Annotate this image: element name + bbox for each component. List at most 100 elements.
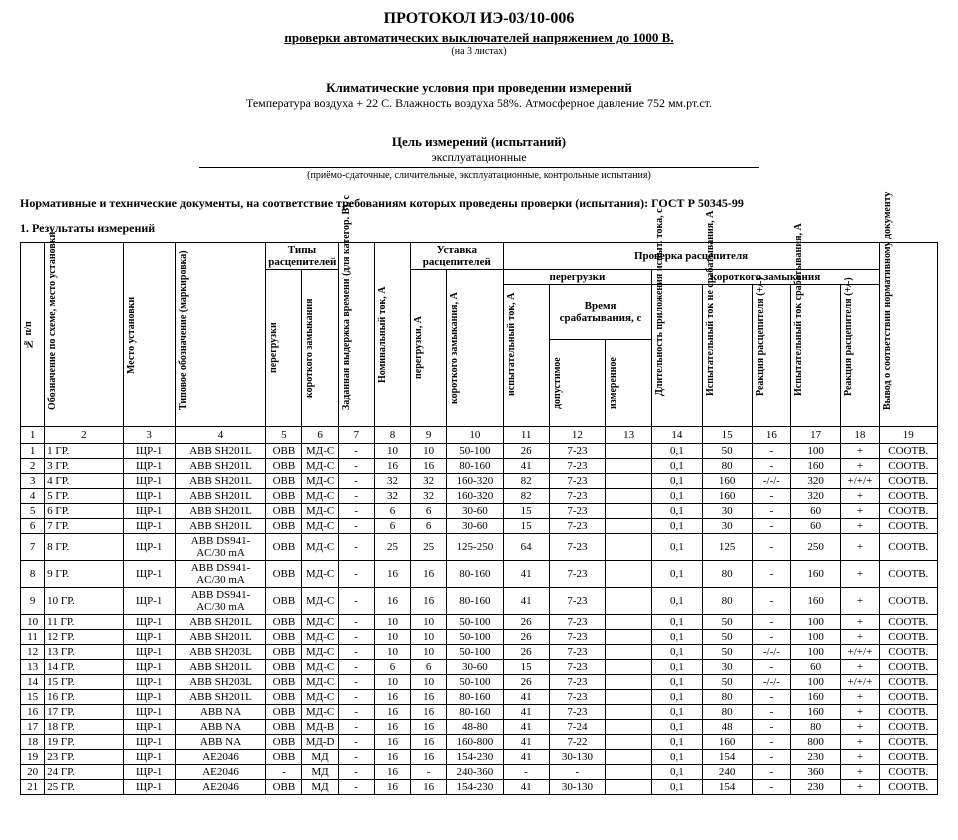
table-row: 34 ГР.ЩР-1АВВ SH201LОВВМД-С-3232160-3208… — [21, 474, 938, 489]
cell: 6 — [374, 504, 410, 519]
cell: 26 — [503, 444, 549, 459]
cell: 6 — [374, 519, 410, 534]
cell: - — [752, 750, 790, 765]
cell: 16 — [411, 690, 447, 705]
cell: 800 — [791, 735, 841, 750]
cell: 7-23 — [549, 675, 605, 690]
cell: 0,1 — [652, 474, 702, 489]
cell: 6 — [21, 519, 45, 534]
cell: 30-60 — [447, 660, 503, 675]
cell: 160 — [791, 561, 841, 588]
cell: 21 — [21, 780, 45, 795]
colnum: 5 — [266, 427, 302, 444]
cell: - — [752, 720, 790, 735]
cell: СООТВ. — [879, 675, 937, 690]
cell: ОВВ — [266, 660, 302, 675]
cell: АЕ2046 — [175, 765, 265, 780]
cell: 3 ГР. — [45, 459, 123, 474]
cell: 41 — [503, 588, 549, 615]
cell: - — [752, 519, 790, 534]
cell: 15 — [503, 660, 549, 675]
cell: 24 ГР. — [45, 765, 123, 780]
cell: МД-С — [302, 534, 338, 561]
cell: 19 — [21, 750, 45, 765]
th-13: измеренное — [608, 341, 619, 425]
cell: 15 — [503, 519, 549, 534]
cell: АВВ SH201L — [175, 660, 265, 675]
cell: 0,1 — [652, 660, 702, 675]
th-7: Заданная выдержка времени (для категор. … — [341, 258, 352, 412]
cell: АВВ SH203L — [175, 675, 265, 690]
cell: - — [338, 504, 374, 519]
table-row: 89 ГР.ЩР-1АВВ DS941-AC/30 mAОВВМД-С-1616… — [21, 561, 938, 588]
th-15: Испытательный ток не срабатывания, А — [705, 314, 716, 398]
cell: ОВВ — [266, 690, 302, 705]
th-4: Типовое обозначение (маркировка) — [178, 258, 189, 412]
cell: - — [752, 504, 790, 519]
cell: 25 — [411, 534, 447, 561]
cell: 16 — [374, 765, 410, 780]
th-9: перегрузки, А — [413, 271, 424, 425]
cell: - — [338, 519, 374, 534]
cell: 7-23 — [549, 660, 605, 675]
cell: 10 — [374, 444, 410, 459]
cell: 17 ГР. — [45, 705, 123, 720]
cell: АЕ2046 — [175, 750, 265, 765]
cell — [606, 459, 652, 474]
cell: + — [841, 561, 879, 588]
cell: + — [841, 765, 879, 780]
cell: 25 ГР. — [45, 780, 123, 795]
cell: 32 — [374, 489, 410, 504]
cell: СООТВ. — [879, 660, 937, 675]
cell: 0,1 — [652, 780, 702, 795]
cell: 9 — [21, 588, 45, 615]
cell: - — [411, 765, 447, 780]
cell: МД-С — [302, 459, 338, 474]
cell: - — [338, 720, 374, 735]
cell: + — [841, 780, 879, 795]
table-row: 1415 ГР.ЩР-1АВВ SH203LОВВМД-С-101050-100… — [21, 675, 938, 690]
cell: МД-С — [302, 519, 338, 534]
cell: 48 — [702, 720, 752, 735]
th-2: Обозначение по схеме, место установки — [47, 258, 58, 412]
cell: 6 ГР. — [45, 504, 123, 519]
cell — [606, 675, 652, 690]
cell: + — [841, 615, 879, 630]
colnum: 12 — [549, 427, 605, 444]
cell — [606, 444, 652, 459]
cell: 26 — [503, 615, 549, 630]
cell: - — [338, 534, 374, 561]
cell: 0,1 — [652, 750, 702, 765]
colnum: 1 — [21, 427, 45, 444]
cell: 16 — [411, 735, 447, 750]
cell: 41 — [503, 720, 549, 735]
cell: 160 — [791, 459, 841, 474]
cell: - — [338, 630, 374, 645]
cell: АВВ SH201L — [175, 630, 265, 645]
cell: 50-100 — [447, 630, 503, 645]
cell: 160-320 — [447, 474, 503, 489]
cell: 0,1 — [652, 519, 702, 534]
cell: ЩР-1 — [123, 534, 175, 561]
cell: 6 — [374, 660, 410, 675]
cell: 20 — [21, 765, 45, 780]
cell: 0,1 — [652, 675, 702, 690]
cell: 50-100 — [447, 645, 503, 660]
cell: 154 — [702, 750, 752, 765]
cell: - — [338, 780, 374, 795]
cell: 60 — [791, 660, 841, 675]
cell: 7-23 — [549, 690, 605, 705]
cell: СООТВ. — [879, 489, 937, 504]
cell: 80 — [702, 690, 752, 705]
cell: - — [338, 615, 374, 630]
cell — [606, 534, 652, 561]
cell: + — [841, 588, 879, 615]
cell: + — [841, 735, 879, 750]
cell: МД-С — [302, 615, 338, 630]
cell: 10 — [411, 615, 447, 630]
cell: 160 — [702, 474, 752, 489]
cell: МД — [302, 780, 338, 795]
cell: АВВ DS941-AC/30 mA — [175, 534, 265, 561]
table-row: 45 ГР.ЩР-1АВВ SH201LОВВМД-С-3232160-3208… — [21, 489, 938, 504]
cell: - — [338, 561, 374, 588]
